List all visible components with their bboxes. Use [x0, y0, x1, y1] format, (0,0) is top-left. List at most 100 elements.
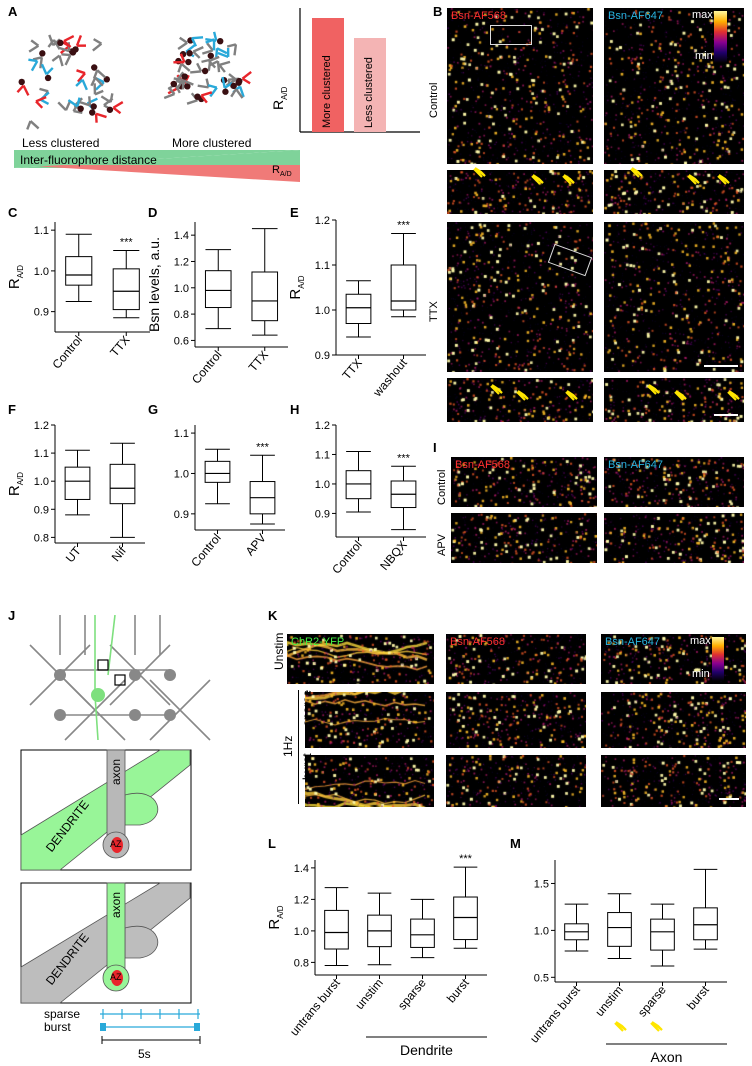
antibody-mark [100, 95, 112, 104]
chart-F-ytick-label: 0.8 [34, 532, 49, 544]
chart-G-ytick-label: 1.1 [174, 428, 189, 440]
antibody-mark [191, 36, 204, 40]
antibody-mark [233, 44, 238, 56]
chart-C-ytick-label: 1.1 [34, 225, 49, 237]
k-sparse-chr2 [305, 692, 434, 748]
antibody-mark [57, 101, 67, 112]
fluorophore-mark [69, 49, 77, 56]
antibody-mark [112, 101, 124, 109]
antibody-mark [205, 37, 217, 42]
chart-H-box [345, 470, 372, 500]
chart-L-xtick-label: untrans burst [287, 975, 343, 1038]
antibody-mark [52, 39, 61, 50]
i-ch1-label: Bsn-AF568 [455, 459, 511, 471]
chart-L-ytick-label: 1.2 [294, 894, 309, 906]
chart-E-ytick-label: 0.9 [315, 350, 330, 362]
antibody-mark [201, 49, 214, 55]
antibody-mark [77, 72, 86, 83]
b-control-af568 [447, 8, 593, 164]
b-ch1-label: Bsn-AF568 [451, 10, 507, 22]
fluorophore-mark [201, 67, 209, 75]
chart-E-xtick-label: washout [370, 355, 411, 400]
antibody-mark [221, 76, 226, 89]
antibody-mark [75, 34, 83, 47]
fluorophore-mark [103, 76, 111, 83]
chart-L-group-label: Dendrite [400, 1042, 453, 1058]
antibody-mark [64, 54, 72, 66]
chart-G-xtick-label: APV [243, 531, 269, 558]
fluorophore-mark [57, 39, 64, 47]
colorscale-max: max [692, 9, 713, 21]
antibody-mark [39, 57, 44, 69]
j-az-label-1: AZ [110, 839, 122, 849]
k-colorscale-bar [712, 637, 724, 681]
colorscale-bar [714, 11, 727, 63]
chart-F-ytick-label: 1.2 [34, 420, 49, 432]
chart-D-ytick-label: 1.2 [174, 256, 189, 268]
antibody-mark [95, 112, 107, 119]
antibody-mark [235, 88, 244, 99]
chart-L-ytick-label: 1.4 [294, 863, 309, 875]
fluorophore-mark [222, 88, 229, 95]
antibody-mark [96, 69, 107, 79]
chart-M-xtick-label: untrans burst [527, 982, 583, 1045]
antibody-mark [216, 47, 228, 55]
chart-E-ytick-label: 1.2 [315, 215, 330, 227]
panel-label-g: G [148, 402, 159, 417]
chart-C-ylabel: RA/D [6, 265, 25, 289]
chart-C-xtick-label: TTX [107, 333, 132, 359]
panel-label-h: H [290, 402, 300, 417]
fluorophore-mark [170, 80, 178, 88]
fluorophore-mark [194, 93, 201, 100]
i-ch2-label: Bsn-AF647 [608, 459, 664, 471]
antibody-mark [40, 63, 48, 75]
k-colorscale-max: max [690, 635, 711, 647]
fluorophore-mark [90, 103, 97, 110]
chart-L-box [410, 918, 435, 948]
chart-D-box [251, 271, 279, 322]
fluorophore-mark [44, 74, 52, 82]
k-sparse-af647 [601, 692, 746, 748]
chart-M-xtick-label: burst [684, 982, 712, 1012]
antibody-mark [94, 76, 104, 87]
k-ch0-label: ChR2-YFP [291, 636, 345, 648]
antibody-mark [219, 60, 231, 67]
j-sparse-label: sparse [44, 1007, 81, 1021]
panel-label-k: K [268, 608, 278, 623]
antibody-mark [216, 61, 221, 73]
antibody-mark [58, 46, 70, 53]
chart-H-ytick-label: 1.2 [315, 420, 330, 432]
fluorophore-mark [184, 83, 191, 90]
bar-more-clustered [312, 18, 344, 132]
antibody-mark [177, 41, 188, 50]
chart-D-ytick-label: 1.4 [174, 230, 189, 242]
chart-G-ytick-label: 0.9 [174, 509, 189, 521]
antibody-mark [35, 95, 47, 103]
chart-D-ytick-label: 1.0 [174, 283, 189, 295]
chart-M-box [607, 912, 632, 947]
antibody-mark [79, 100, 91, 107]
chart-E-ytick-label: 1.0 [315, 305, 330, 317]
chart-H-ytick-label: 0.9 [315, 508, 330, 520]
more-clustered-label: More clustered [172, 136, 252, 150]
fluorophore-mark [39, 50, 46, 57]
antibody-mark [241, 71, 252, 80]
chart-F-ytick-label: 0.9 [34, 504, 49, 516]
chart-M-ytick-label: 0.5 [534, 972, 549, 984]
chart-L-xtick-label: sparse [395, 976, 429, 1013]
chart-L-xtick-label: unstim [352, 976, 385, 1012]
k-ch2-label: Bsn-AF647 [605, 636, 661, 648]
panel-label-l: L [268, 836, 276, 851]
fluorophore-mark [106, 106, 114, 113]
inter-distance-label: Inter-fluorophore distance [20, 153, 157, 167]
chart-G-sig: *** [256, 441, 270, 453]
chart-G-xtick-label: Control [188, 531, 224, 570]
panel-j-schematic [20, 615, 211, 1044]
panel-label-c: C [8, 205, 18, 220]
chart-C-box [65, 256, 93, 286]
k-burst-af647 [601, 755, 746, 807]
antibody-mark [163, 92, 175, 100]
panel-label-d: D [148, 205, 158, 220]
panel-label-j: J [8, 608, 16, 623]
k-row-unstim: Unstim [272, 632, 286, 670]
